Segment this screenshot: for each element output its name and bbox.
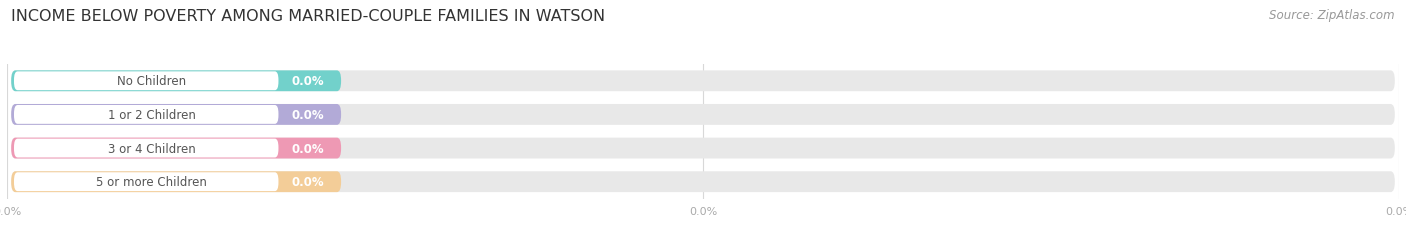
FancyBboxPatch shape xyxy=(11,138,342,159)
Text: 0.0%: 0.0% xyxy=(292,75,325,88)
FancyBboxPatch shape xyxy=(11,71,342,92)
FancyBboxPatch shape xyxy=(11,105,1395,125)
Text: INCOME BELOW POVERTY AMONG MARRIED-COUPLE FAMILIES IN WATSON: INCOME BELOW POVERTY AMONG MARRIED-COUPL… xyxy=(11,9,606,24)
Text: 0.0%: 0.0% xyxy=(292,108,325,122)
Text: 0.0%: 0.0% xyxy=(292,175,325,188)
FancyBboxPatch shape xyxy=(14,106,278,124)
Text: 5 or more Children: 5 or more Children xyxy=(96,175,207,188)
FancyBboxPatch shape xyxy=(14,72,278,91)
FancyBboxPatch shape xyxy=(11,172,342,192)
FancyBboxPatch shape xyxy=(11,138,1395,159)
Text: No Children: No Children xyxy=(117,75,186,88)
FancyBboxPatch shape xyxy=(14,173,278,191)
Text: 1 or 2 Children: 1 or 2 Children xyxy=(108,108,195,122)
Text: 0.0%: 0.0% xyxy=(292,142,325,155)
FancyBboxPatch shape xyxy=(14,139,278,158)
FancyBboxPatch shape xyxy=(11,71,1395,92)
FancyBboxPatch shape xyxy=(11,172,1395,192)
Text: 3 or 4 Children: 3 or 4 Children xyxy=(108,142,195,155)
Text: Source: ZipAtlas.com: Source: ZipAtlas.com xyxy=(1270,9,1395,22)
FancyBboxPatch shape xyxy=(11,105,342,125)
